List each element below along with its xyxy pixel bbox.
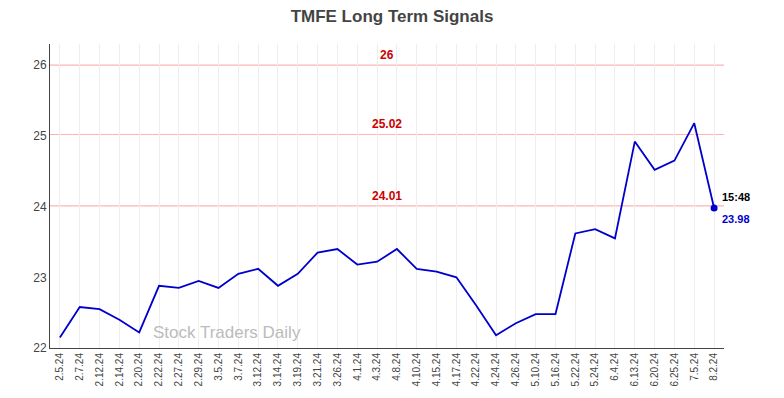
svg-text:3.19.24: 3.19.24 [292,353,303,387]
svg-text:4.22.24: 4.22.24 [470,353,481,387]
svg-text:2.27.24: 2.27.24 [173,353,184,387]
svg-text:2.22.24: 2.22.24 [153,353,164,387]
svg-text:4.3.24: 4.3.24 [371,353,382,381]
svg-text:Stock Traders Daily: Stock Traders Daily [153,323,301,342]
svg-text:2.29.24: 2.29.24 [193,353,204,387]
svg-text:3.14.24: 3.14.24 [272,353,283,387]
svg-text:TMFE Long Term Signals: TMFE Long Term Signals [291,7,494,26]
svg-text:25.02: 25.02 [372,117,402,131]
svg-text:23: 23 [33,271,47,285]
svg-text:25: 25 [33,129,47,143]
svg-text:8.2.24: 8.2.24 [708,353,719,381]
svg-text:3.26.24: 3.26.24 [332,353,343,387]
svg-text:4.1.24: 4.1.24 [352,353,363,381]
svg-text:3.12.24: 3.12.24 [252,353,263,387]
svg-text:2.12.24: 2.12.24 [94,353,105,387]
svg-text:26: 26 [380,48,394,62]
svg-text:24: 24 [33,200,47,214]
svg-text:26: 26 [33,58,47,72]
svg-text:4.8.24: 4.8.24 [391,353,402,381]
svg-text:7.5.24: 7.5.24 [689,353,700,381]
svg-text:6.13.24: 6.13.24 [629,353,640,387]
svg-text:4.26.24: 4.26.24 [510,353,521,387]
svg-text:2.5.24: 2.5.24 [54,353,65,381]
svg-text:2.7.24: 2.7.24 [74,353,85,381]
svg-text:24.01: 24.01 [372,189,402,203]
svg-text:3.21.24: 3.21.24 [312,353,323,387]
svg-text:6.25.24: 6.25.24 [669,353,680,387]
svg-text:23.98: 23.98 [722,213,750,225]
svg-text:5.22.24: 5.22.24 [570,353,581,387]
svg-text:4.17.24: 4.17.24 [451,353,462,387]
svg-text:5.10.24: 5.10.24 [530,353,541,387]
svg-text:22: 22 [33,341,47,355]
svg-text:5.24.24: 5.24.24 [589,353,600,387]
svg-text:2.20.24: 2.20.24 [133,353,144,387]
svg-text:2.14.24: 2.14.24 [114,353,125,387]
svg-text:6.20.24: 6.20.24 [649,353,660,387]
svg-text:4.15.24: 4.15.24 [431,353,442,387]
svg-text:5.16.24: 5.16.24 [550,353,561,387]
svg-text:4.24.24: 4.24.24 [490,353,501,387]
svg-text:3.5.24: 3.5.24 [213,353,224,381]
svg-text:3.7.24: 3.7.24 [233,353,244,381]
svg-text:15:48: 15:48 [722,191,750,203]
svg-text:4.10.24: 4.10.24 [411,353,422,387]
svg-text:6.4.24: 6.4.24 [609,353,620,381]
